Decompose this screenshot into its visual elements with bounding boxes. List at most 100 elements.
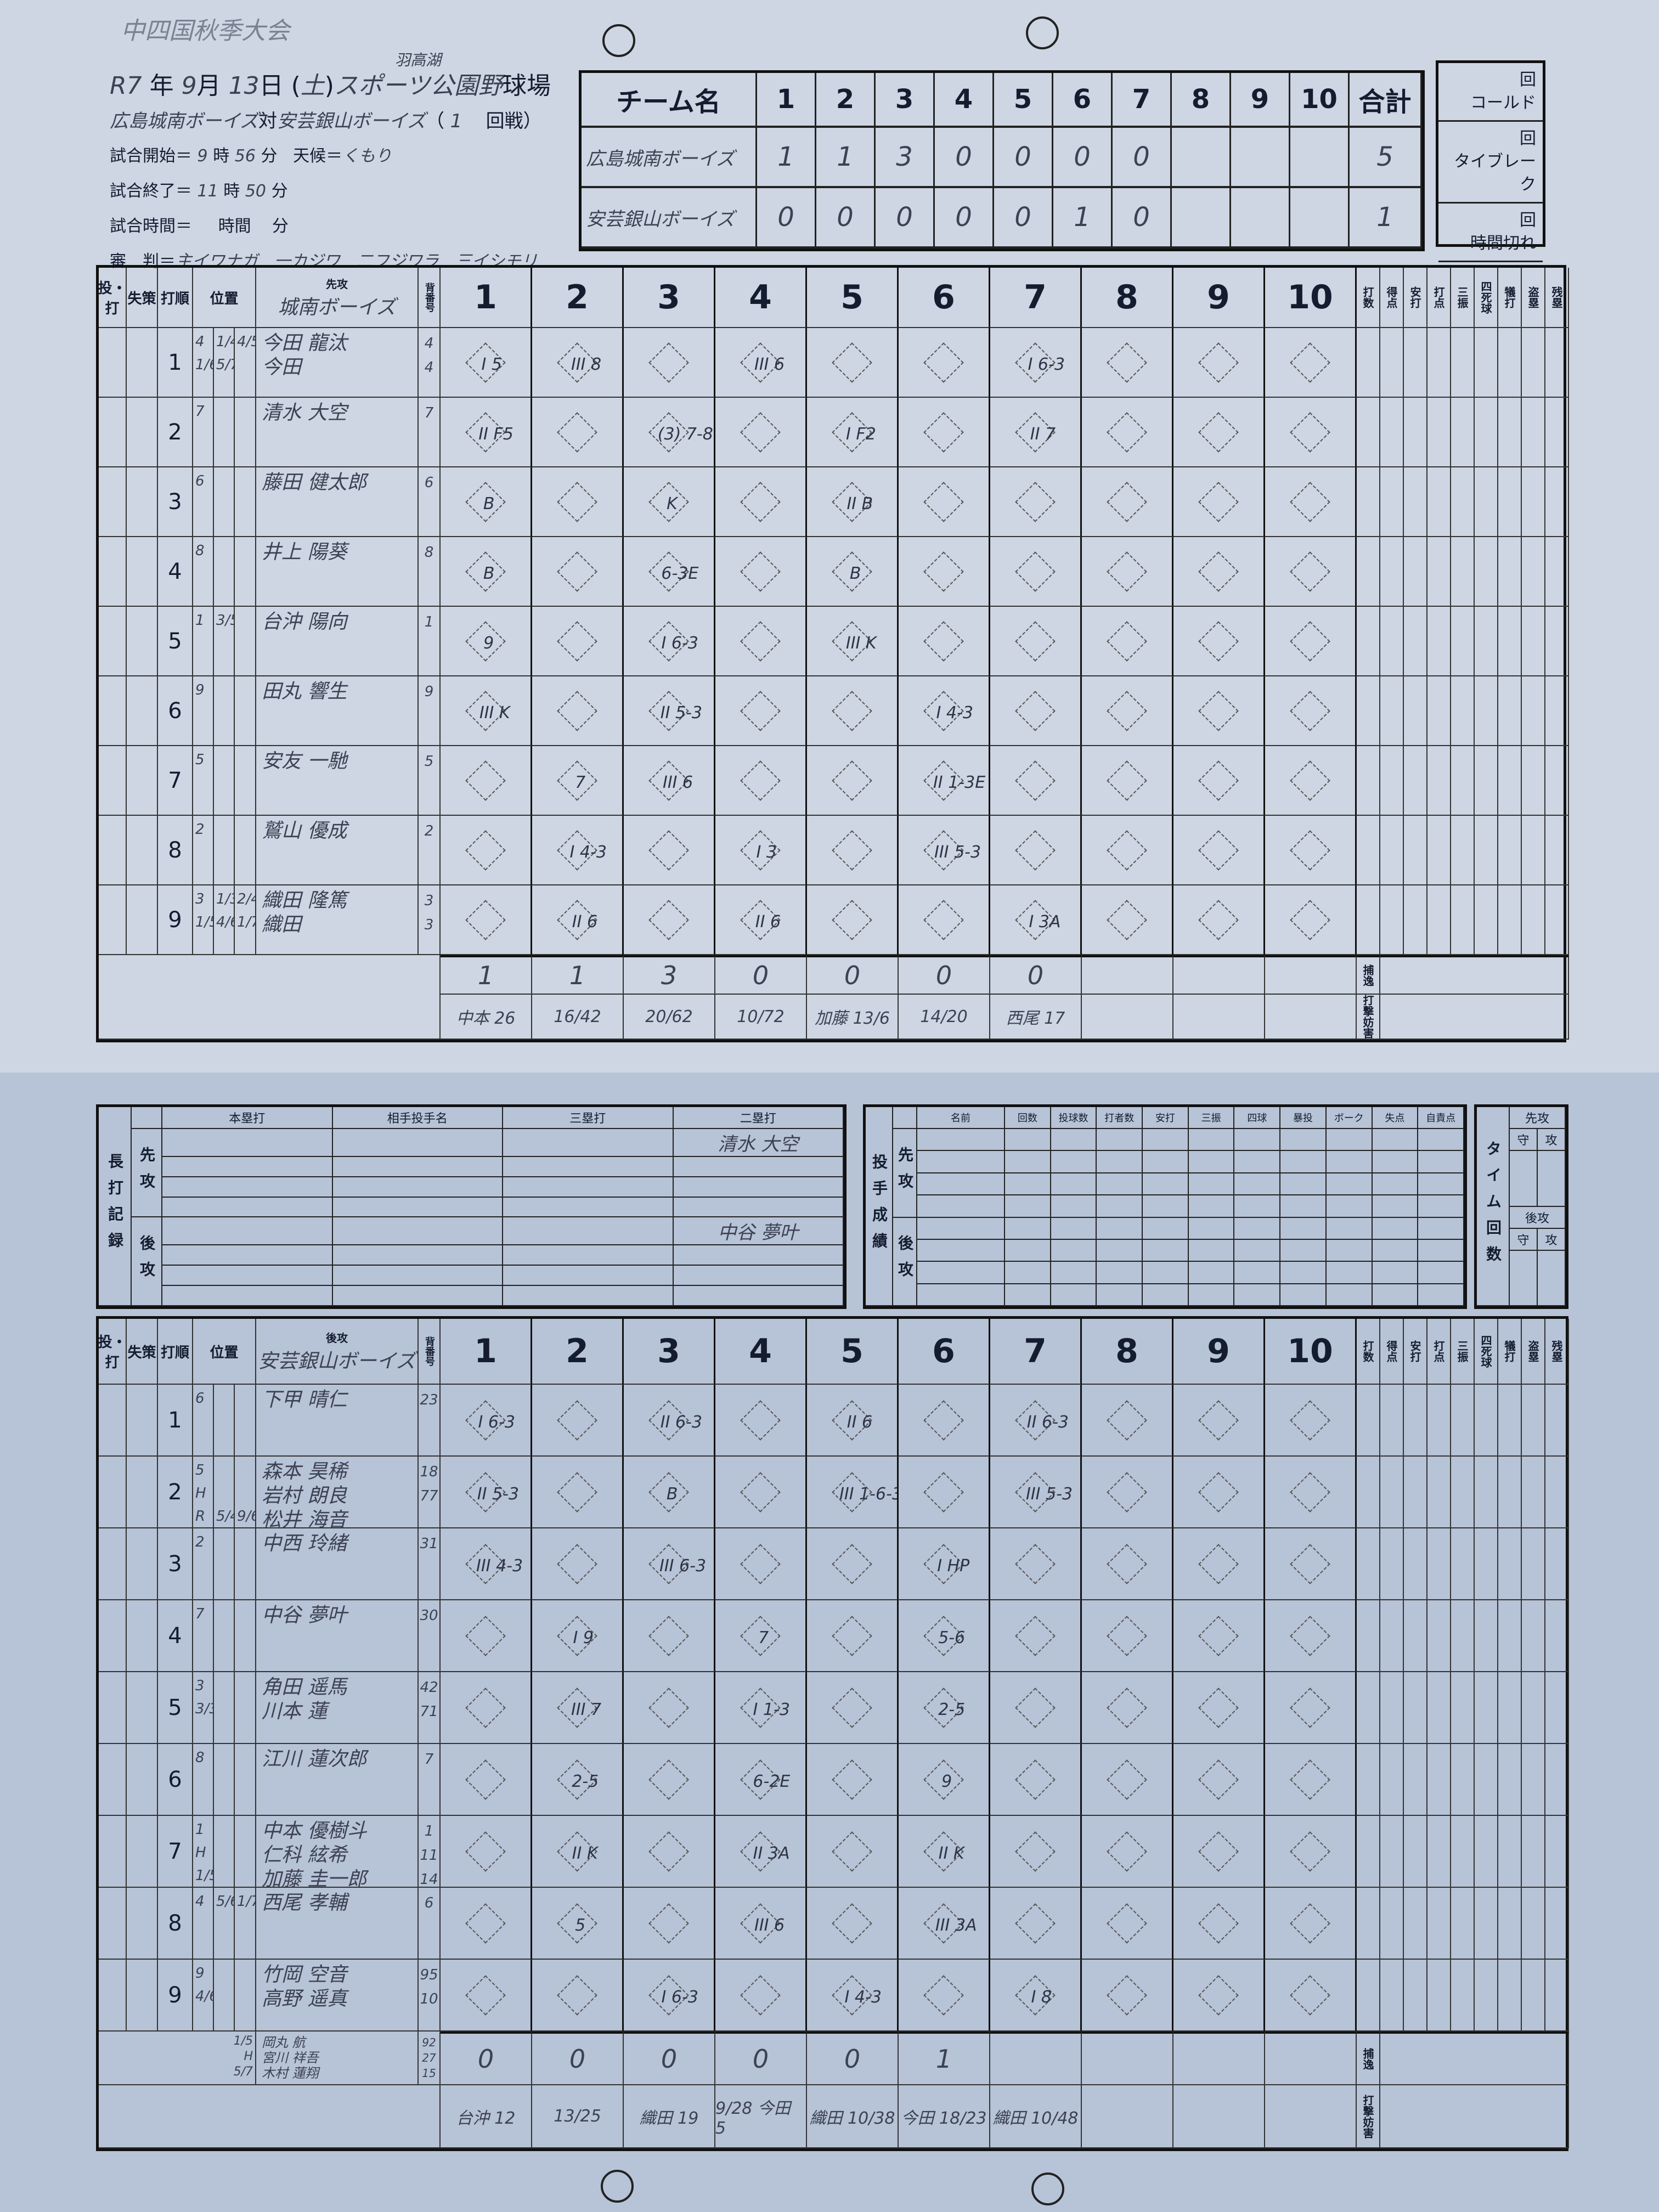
- stat-header: 打数: [1357, 268, 1380, 328]
- inning-pitch-count: [1173, 2085, 1265, 2148]
- pitching-column-header: 投球数: [1051, 1107, 1097, 1129]
- diamond-icon: [1198, 1615, 1239, 1656]
- stat-cell: [1451, 885, 1475, 955]
- pitching-cell: [917, 1195, 1005, 1218]
- diamond-icon: [1290, 760, 1330, 801]
- position: 5: [193, 746, 214, 816]
- at-bat-cell: [441, 1816, 532, 1888]
- stat-cell: [1498, 816, 1522, 885]
- play-result: III 6: [662, 772, 693, 792]
- at-bat-cell: [1082, 1816, 1173, 1888]
- umpires: 主イワナガ 一カジワ 二フジワラ 三イシモリ: [176, 252, 538, 271]
- errors-header: 失策: [127, 1319, 158, 1385]
- position: 1/4 5/7: [214, 328, 235, 398]
- diamond-icon: [1107, 620, 1147, 662]
- stat-cell: [1545, 1528, 1569, 1600]
- long-hit-entry: [162, 1197, 333, 1218]
- inning-pitch-count: 今田 18/23: [899, 2085, 990, 2148]
- play-result: I 4-3: [844, 1987, 882, 2007]
- extra-uniform-numbers: 92 27 15: [419, 2032, 441, 2085]
- stat-cell: [1451, 746, 1475, 816]
- at-bat-cell: [807, 1744, 899, 1816]
- at-bat-cell: [715, 467, 807, 537]
- pitching-cell: [1326, 1239, 1373, 1262]
- at-bat-cell: [1173, 1744, 1265, 1816]
- team-header: 後攻 安芸銀山ボーイズ: [256, 1319, 419, 1385]
- position: 2: [193, 816, 214, 885]
- stat-cell: [1545, 676, 1569, 746]
- pitching-cell: [1418, 1173, 1464, 1196]
- play-result: 7: [758, 1628, 769, 1647]
- player-names: 中本 優樹斗 仁科 絃希 加藤 圭一郎: [256, 1816, 419, 1888]
- play-result: 5-6: [938, 1628, 966, 1647]
- stat-cell: [1427, 1600, 1451, 1672]
- batting-order: 5: [158, 1672, 193, 1744]
- pitching-column-header: 打者数: [1097, 1107, 1143, 1129]
- diamond-icon: [1290, 1831, 1330, 1872]
- pitching-cell: [1326, 1262, 1373, 1284]
- uniform-numbers: 6: [419, 1888, 441, 1960]
- uniform-numbers: 95 10: [419, 1960, 441, 2032]
- pitching-cell: [1051, 1284, 1097, 1306]
- linescore-inning-header: 5: [994, 73, 1053, 128]
- long-hits-title: 長打記録: [99, 1107, 132, 1306]
- player-names: 井上 陽葵: [256, 537, 419, 607]
- batting-order: 1: [158, 328, 193, 398]
- game-end-box: 回 コールド回 タイブレーク回 時間切れ: [1436, 60, 1545, 262]
- stat-cell: [1427, 1888, 1451, 1960]
- play-result: B: [483, 563, 495, 583]
- corner-blank: [132, 1107, 162, 1129]
- player-names: 田丸 響生: [256, 676, 419, 746]
- pitch-bat-cell: [99, 1744, 127, 1816]
- position: [235, 1672, 256, 1744]
- stat-cell: [1522, 816, 1545, 885]
- at-bat-cell: [1082, 1960, 1173, 2032]
- diamond-icon: [923, 481, 964, 522]
- position: [235, 398, 256, 467]
- at-bat-cell: [532, 607, 624, 676]
- player-names: 中谷 夢叶: [256, 1600, 419, 1672]
- at-bat-cell: [1082, 467, 1173, 537]
- diamond-icon: [1290, 620, 1330, 662]
- pitching-cell: [1051, 1173, 1097, 1196]
- bottom-side-label: 後攻: [132, 1217, 162, 1306]
- at-bat-cell: [1173, 1888, 1265, 1960]
- at-bat-cell: [1082, 676, 1173, 746]
- diamond-icon: [832, 1543, 872, 1584]
- diamond-icon: [1198, 1687, 1239, 1728]
- pitch-bat-cell: [99, 1816, 127, 1888]
- stat-cell: [1545, 1744, 1569, 1816]
- at-bat-cell: III 6: [715, 328, 807, 398]
- at-bat-cell: I 6-3: [624, 607, 715, 676]
- linescore-team-header: チーム名: [582, 73, 757, 128]
- stat-cell: [1475, 328, 1498, 398]
- pitching-cell: [1051, 1217, 1097, 1240]
- at-bat-cell: II B: [807, 467, 899, 537]
- play-result: I 4-3: [569, 842, 607, 862]
- diamond-icon: [1015, 1903, 1056, 1944]
- inning-header: 7: [990, 268, 1082, 328]
- at-bat-cell: [1173, 1672, 1265, 1744]
- pitching-column-header: 暴投: [1280, 1107, 1327, 1129]
- stat-cell: [1475, 1600, 1498, 1672]
- round: 1: [450, 110, 462, 132]
- pitching-cell: [1418, 1262, 1464, 1284]
- stat-cell: [1380, 1672, 1404, 1744]
- diamond-icon: [1015, 760, 1056, 801]
- play-result: I 4-3: [936, 703, 973, 723]
- at-bat-cell: III K: [441, 676, 532, 746]
- at-bat-cell: (3) 7-8: [624, 398, 715, 467]
- at-bat-cell: [1265, 1960, 1357, 2032]
- diamond-icon: [557, 481, 597, 522]
- long-hit-entry: [332, 1266, 503, 1286]
- duration: 試合時間＝ 時間 分: [110, 209, 560, 244]
- diamond-icon: [1290, 342, 1330, 383]
- at-bat-cell: II 5-3: [624, 676, 715, 746]
- stat-cell: [1427, 398, 1451, 467]
- diamond-icon: [832, 760, 872, 801]
- inning-pitch-count: [1173, 995, 1265, 1040]
- position: [214, 537, 235, 607]
- stat-cell: [1522, 1816, 1545, 1888]
- minute-label: 分: [271, 182, 288, 201]
- inning-runs: 3: [624, 955, 715, 995]
